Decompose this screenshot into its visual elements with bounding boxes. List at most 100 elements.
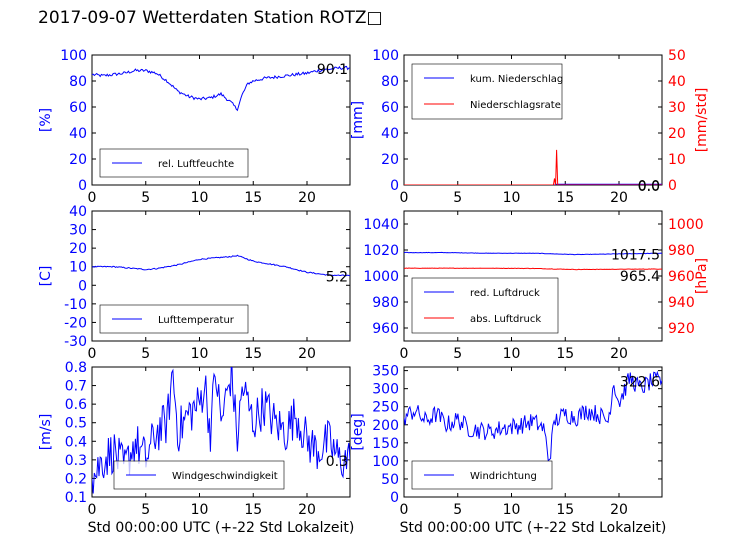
wind-direction-xtick-label: 20 [610,502,628,518]
wind-speed-frame [91,366,351,498]
humidity-ytick-label: 80 [69,74,87,90]
wind-speed-xtick-label: 20 [298,502,316,518]
wind-direction-ytick-label: 200 [372,418,399,434]
wind-speed-ytick-label: 0.6 [65,397,87,413]
precipitation-ytick-right-label: 30 [668,100,686,116]
wind-direction-xtick-label: 5 [453,502,462,518]
wind-direction-legend [411,460,553,490]
temperature-ytick-label: 0 [78,278,87,294]
humidity-series-1 [92,65,350,112]
temperature-ytick-label: 20 [69,241,87,257]
wind-speed-ytick-label: 0.2 [65,471,87,487]
temperature-ytick-label: 30 [69,223,87,239]
temperature-ytick-label: 40 [69,204,87,220]
pressure-ytick-label: 1020 [363,243,399,259]
wind-speed-ytick-label: 0.1 [65,490,87,506]
precipitation-last-value-right: 0.0 [638,179,660,195]
pressure-ytick-right-label: 960 [668,269,695,285]
wind-speed-xtick-label: 10 [191,502,209,518]
wind-direction-series-1 [404,370,662,462]
humidity-xtick-label: 15 [244,190,262,206]
precipitation-xtick-label: 0 [400,190,409,206]
pressure-ytick-right-label: 980 [668,243,695,259]
wind-direction-ytick-label: 350 [372,364,399,380]
precipitation-ytick-right-label: 40 [668,74,686,90]
precipitation-ytick-right-label: 10 [668,152,686,168]
wind-speed-ytick-label: 0.8 [65,360,87,376]
pressure-ytick-label: 1040 [363,217,399,233]
wind-direction-legend-label: Windrichtung [470,471,537,482]
precipitation-xtick-label: 15 [556,190,574,206]
precipitation-ytick-label: 40 [381,126,399,142]
pressure-last-value: 1017.5 [611,247,660,263]
pressure-ytick-right-label: 1000 [668,217,704,233]
wind-direction-last-value: 322.6 [620,375,660,391]
figure-title: 2017-09-07 Wetterdaten Station ROTZ□ [38,8,383,28]
precipitation-xtick-label: 5 [453,190,462,206]
wind-speed-xlabel: Std 00:00:00 UTC (+-22 Std Lokalzeit) [88,520,355,536]
precipitation-ytick-label: 60 [381,100,399,116]
temperature-xtick-label: 5 [141,346,150,362]
humidity-xtick-label: 20 [298,190,316,206]
precipitation-series-2 [404,149,662,185]
precipitation-ytick-label: 80 [381,74,399,90]
humidity-xtick-label: 0 [88,190,97,206]
wind-speed-last-value: 0.3 [326,454,348,470]
pressure-xtick-label: 10 [503,346,521,362]
wind-speed-ylabel: [m/s] [38,414,54,451]
pressure-legend [411,277,559,334]
wind-speed-series-1 [92,367,350,494]
precipitation-ytick-right-label: 20 [668,126,686,142]
pressure-xtick-label: 15 [556,346,574,362]
pressure-xtick-label: 5 [453,346,462,362]
precipitation-ytick-label: 100 [372,48,399,64]
wind-direction-xtick-label: 0 [400,502,409,518]
wind-speed-ytick-label: 0.7 [65,379,87,395]
temperature-ytick-label: -10 [64,297,87,313]
humidity-ytick-label: 40 [69,126,87,142]
pressure-series-1 [404,251,662,256]
wind-direction-ytick-label: 0 [390,490,399,506]
humidity-ytick-label: 20 [69,152,87,168]
pressure-ytick-label: 1000 [363,269,399,285]
temperature-frame [91,210,351,342]
temperature-ytick-label: 10 [69,260,87,276]
wind-speed-legend-label: Windgeschwindigkeit [172,471,278,482]
temperature-ytick-label: -20 [64,315,87,331]
humidity-legend-label: rel. Luftfeuchte [158,159,234,170]
precipitation-ylabel-right: [mm/std] [694,88,710,153]
pressure-series-2 [404,267,662,271]
wind-direction-xlabel: Std 00:00:00 UTC (+-22 Std Lokalzeit) [400,520,667,536]
wind-speed-xtick-label: 5 [141,502,150,518]
wind-direction-ylabel: [deg] [350,413,366,450]
temperature-series-1 [92,254,350,277]
humidity-xtick-label: 10 [191,190,209,206]
precipitation-ytick-label: 0 [390,178,399,194]
temperature-ytick-label: -30 [64,334,87,350]
temperature-xtick-label: 15 [244,346,262,362]
precipitation-legend-label: Niederschlagsrate [470,100,561,111]
humidity-xtick-label: 5 [141,190,150,206]
wind-direction-ytick-label: 150 [372,436,399,452]
precipitation-xtick-label: 20 [610,190,628,206]
pressure-legend-label: red. Luftdruck [470,288,540,299]
precipitation-ytick-label: 20 [381,152,399,168]
wind-speed-xtick-label: 0 [88,502,97,518]
pressure-ytick-label: 980 [372,295,399,311]
pressure-xtick-label: 0 [400,346,409,362]
wind-direction-ytick-label: 100 [372,454,399,470]
wind-direction-ytick-label: 300 [372,382,399,398]
wind-direction-ytick-label: 250 [372,400,399,416]
precipitation-ylabel: [mm] [350,101,366,139]
temperature-ylabel: [C] [38,266,54,287]
precipitation-legend [411,63,563,120]
temperature-xtick-label: 0 [88,346,97,362]
precipitation-xtick-label: 10 [503,190,521,206]
pressure-legend-label: abs. Luftdruck [470,314,541,325]
precipitation-last-value: 0.0 [638,178,660,194]
wind-direction-xtick-label: 15 [556,502,574,518]
wind-speed-xtick-label: 15 [244,502,262,518]
humidity-ytick-label: 100 [60,48,87,64]
temperature-last-value: 5.2 [326,270,348,286]
